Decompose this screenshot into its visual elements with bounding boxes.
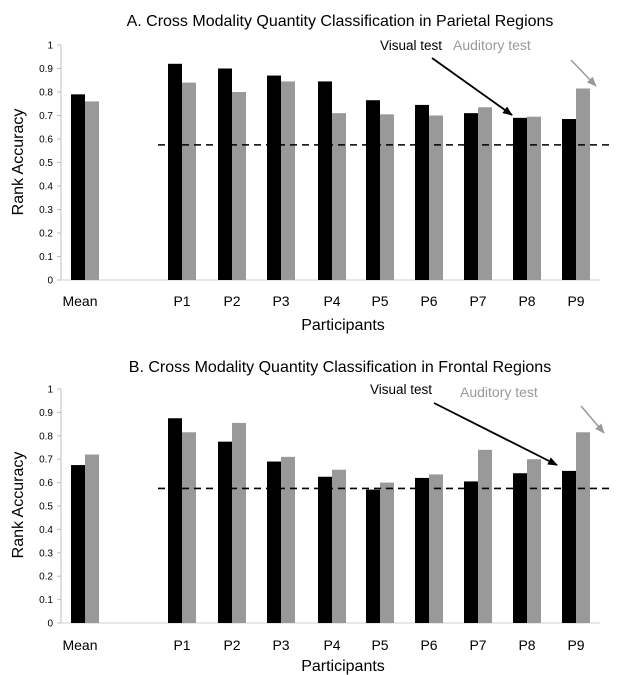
arrow-visual	[433, 402, 558, 466]
x-axis-label: Participants	[301, 658, 385, 675]
x-tick-label: P3	[272, 293, 289, 309]
bar-visual-p7	[464, 481, 478, 623]
bar-visual-p4	[318, 476, 332, 623]
bar-visual-p5	[366, 100, 380, 280]
x-tick-label: Mean	[62, 637, 97, 653]
chart-panel-b: B. Cross Modality Quantity Classificatio…	[10, 359, 614, 675]
bar-auditory-p5	[380, 482, 394, 623]
y-tick-label: 0.2	[39, 572, 53, 583]
bar-visual-p9	[562, 119, 576, 281]
x-tick-label: P5	[371, 293, 388, 309]
x-tick-label: P8	[518, 637, 535, 653]
bar-visual-p8	[513, 473, 527, 623]
y-tick-label: 0.3	[39, 205, 53, 216]
y-tick-label: 0.2	[39, 229, 53, 240]
bar-auditory-p7	[478, 107, 492, 281]
y-tick-label: 0.6	[39, 478, 53, 489]
y-tick-label: 0.6	[39, 135, 53, 146]
bar-visual-p3	[267, 461, 281, 623]
legend-visual-test: Visual test	[370, 382, 432, 397]
legend-auditory-test: Auditory test	[453, 37, 531, 53]
legend-visual-test: Visual test	[380, 38, 442, 53]
bar-auditory-mean	[85, 454, 99, 623]
bar-visual-p8	[513, 117, 527, 280]
bar-visual-p3	[267, 75, 281, 280]
bar-auditory-p1	[182, 432, 196, 623]
y-tick-label: 0.3	[39, 548, 53, 559]
x-tick-label: P4	[323, 637, 340, 653]
bar-auditory-p1	[182, 82, 196, 280]
y-tick-label: 0.5	[39, 502, 53, 513]
x-tick-label: P6	[420, 293, 437, 309]
x-tick-label: Mean	[62, 293, 97, 309]
x-tick-label: P6	[420, 637, 437, 653]
y-tick-label: 0.4	[39, 182, 53, 193]
x-tick-label: P9	[567, 293, 584, 309]
bar-visual-p9	[562, 470, 576, 623]
bar-visual-p6	[415, 477, 429, 623]
bar-visual-p5	[366, 489, 380, 623]
chart-title: B. Cross Modality Quantity Classificatio…	[129, 359, 551, 376]
x-tick-label: P7	[469, 637, 486, 653]
bar-auditory-p4	[332, 113, 346, 281]
bar-auditory-p5	[380, 114, 394, 280]
bar-auditory-p8	[527, 459, 541, 623]
bar-visual-p4	[318, 81, 332, 280]
arrow-auditory	[570, 59, 597, 87]
bar-visual-p1	[168, 418, 182, 623]
bar-auditory-p8	[527, 116, 541, 280]
x-tick-label: P1	[173, 293, 190, 309]
bar-auditory-p2	[232, 422, 246, 623]
bar-auditory-p7	[478, 449, 492, 623]
bar-auditory-p6	[429, 474, 443, 623]
y-tick-label: 0.8	[39, 431, 53, 442]
bar-visual-mean	[71, 94, 85, 280]
bar-auditory-p2	[232, 92, 246, 280]
chart-panel-a: A. Cross Modality Quantity Classificatio…	[10, 13, 614, 334]
y-tick-label: 0.1	[39, 595, 53, 606]
y-tick-label: 0.5	[39, 158, 53, 169]
bar-auditory-p4	[332, 469, 346, 623]
legend-auditory-test: Auditory test	[460, 384, 538, 400]
bar-auditory-p9	[576, 88, 590, 280]
y-axis-label: Rank Accuracy	[10, 452, 27, 559]
y-tick-label: 0.7	[39, 455, 53, 466]
y-tick-label: 0.8	[39, 88, 53, 99]
bar-auditory-p3	[281, 81, 295, 280]
bar-visual-p1	[168, 63, 182, 280]
y-tick-label: 1	[47, 385, 53, 396]
y-tick-label: 0.1	[39, 252, 53, 263]
y-tick-label: 0	[47, 619, 53, 630]
bar-auditory-p6	[429, 115, 443, 280]
bar-auditory-mean	[85, 101, 99, 281]
x-tick-label: P3	[272, 637, 289, 653]
y-tick-label: 1	[47, 41, 53, 52]
bar-visual-p2	[218, 68, 232, 280]
x-tick-label: P8	[518, 293, 535, 309]
x-tick-label: P2	[223, 637, 240, 653]
x-tick-label: P9	[567, 637, 584, 653]
x-axis-label: Participants	[301, 317, 385, 334]
bar-auditory-p3	[281, 456, 295, 623]
y-tick-label: 0.9	[39, 408, 53, 419]
bar-auditory-p9	[576, 432, 590, 623]
x-tick-label: P4	[323, 293, 340, 309]
bar-visual-p2	[218, 441, 232, 623]
y-axis-label: Rank Accuracy	[10, 109, 27, 216]
arrow-auditory	[580, 405, 605, 434]
y-tick-label: 0.4	[39, 525, 53, 536]
arrow-visual	[431, 57, 513, 116]
y-tick-label: 0.7	[39, 111, 53, 122]
y-tick-label: 0	[47, 276, 53, 287]
x-tick-label: P5	[371, 637, 388, 653]
x-tick-label: P1	[173, 637, 190, 653]
x-tick-label: P2	[223, 293, 240, 309]
bar-visual-p6	[415, 104, 429, 280]
bar-visual-p7	[464, 113, 478, 281]
x-tick-label: P7	[469, 293, 486, 309]
bar-visual-mean	[71, 465, 85, 623]
y-tick-label: 0.9	[39, 64, 53, 75]
chart-title: A. Cross Modality Quantity Classificatio…	[127, 13, 554, 30]
